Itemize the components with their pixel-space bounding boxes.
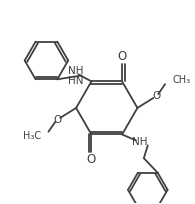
Text: HN: HN (68, 76, 83, 86)
Text: O: O (152, 91, 160, 101)
Text: O: O (87, 153, 96, 166)
Text: O: O (53, 115, 61, 125)
Text: NH: NH (68, 65, 83, 75)
Text: H₃C: H₃C (23, 131, 42, 141)
Text: CH₃: CH₃ (173, 75, 191, 85)
Text: NH: NH (132, 137, 148, 147)
Text: O: O (117, 50, 127, 63)
